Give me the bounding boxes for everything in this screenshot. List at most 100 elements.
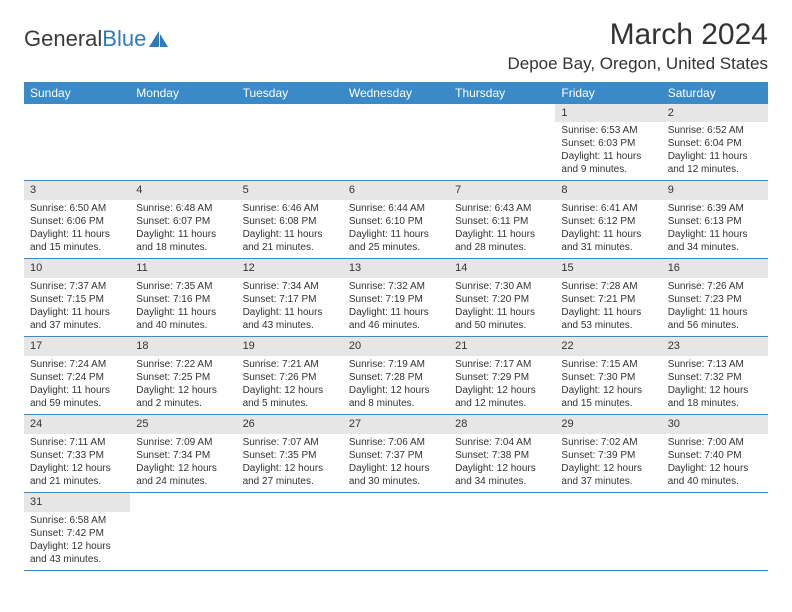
daylight-line2: and 18 minutes. <box>668 397 762 410</box>
sunset-text: Sunset: 7:29 PM <box>455 371 549 384</box>
calendar-day-cell: 23Sunrise: 7:13 AMSunset: 7:32 PMDayligh… <box>662 337 768 415</box>
sunrise-text: Sunrise: 7:17 AM <box>455 358 549 371</box>
day-number: 31 <box>24 493 130 511</box>
day-body <box>343 108 449 114</box>
daylight-line2: and 12 minutes. <box>455 397 549 410</box>
day-body: Sunrise: 7:13 AMSunset: 7:32 PMDaylight:… <box>662 356 768 414</box>
calendar-day-cell: 3Sunrise: 6:50 AMSunset: 6:06 PMDaylight… <box>24 181 130 259</box>
sunset-text: Sunset: 7:23 PM <box>668 293 762 306</box>
daylight-line1: Daylight: 11 hours <box>136 306 230 319</box>
location: Depoe Bay, Oregon, United States <box>507 54 768 74</box>
sunrise-text: Sunrise: 7:32 AM <box>349 280 443 293</box>
day-body: Sunrise: 6:50 AMSunset: 6:06 PMDaylight:… <box>24 200 130 258</box>
day-number: 24 <box>24 415 130 433</box>
day-number: 30 <box>662 415 768 433</box>
daylight-line1: Daylight: 12 hours <box>561 462 655 475</box>
daylight-line2: and 34 minutes. <box>668 241 762 254</box>
day-body: Sunrise: 7:32 AMSunset: 7:19 PMDaylight:… <box>343 278 449 336</box>
header: GeneralBlue March 2024 Depoe Bay, Oregon… <box>24 18 768 74</box>
calendar-day-cell <box>237 104 343 181</box>
sunset-text: Sunset: 7:21 PM <box>561 293 655 306</box>
sunset-text: Sunset: 6:06 PM <box>30 215 124 228</box>
calendar-day-cell: 24Sunrise: 7:11 AMSunset: 7:33 PMDayligh… <box>24 415 130 493</box>
sunrise-text: Sunrise: 6:43 AM <box>455 202 549 215</box>
sunset-text: Sunset: 6:08 PM <box>243 215 337 228</box>
daylight-line2: and 43 minutes. <box>243 319 337 332</box>
sunrise-text: Sunrise: 7:00 AM <box>668 436 762 449</box>
daylight-line2: and 5 minutes. <box>243 397 337 410</box>
day-number: 11 <box>130 259 236 277</box>
day-number: 16 <box>662 259 768 277</box>
daylight-line1: Daylight: 11 hours <box>668 150 762 163</box>
day-number: 15 <box>555 259 661 277</box>
day-body <box>343 497 449 503</box>
calendar-week-row: 1Sunrise: 6:53 AMSunset: 6:03 PMDaylight… <box>24 104 768 181</box>
day-body: Sunrise: 7:07 AMSunset: 7:35 PMDaylight:… <box>237 434 343 492</box>
calendar-day-cell: 9Sunrise: 6:39 AMSunset: 6:13 PMDaylight… <box>662 181 768 259</box>
sunset-text: Sunset: 7:24 PM <box>30 371 124 384</box>
daylight-line1: Daylight: 12 hours <box>136 462 230 475</box>
calendar-day-cell: 6Sunrise: 6:44 AMSunset: 6:10 PMDaylight… <box>343 181 449 259</box>
logo-sail-icon <box>148 30 170 48</box>
sunrise-text: Sunrise: 7:22 AM <box>136 358 230 371</box>
day-body: Sunrise: 7:09 AMSunset: 7:34 PMDaylight:… <box>130 434 236 492</box>
calendar-day-cell: 18Sunrise: 7:22 AMSunset: 7:25 PMDayligh… <box>130 337 236 415</box>
daylight-line2: and 21 minutes. <box>30 475 124 488</box>
daylight-line2: and 15 minutes. <box>561 397 655 410</box>
sunset-text: Sunset: 7:34 PM <box>136 449 230 462</box>
sunset-text: Sunset: 7:37 PM <box>349 449 443 462</box>
day-body: Sunrise: 6:39 AMSunset: 6:13 PMDaylight:… <box>662 200 768 258</box>
calendar-day-cell: 12Sunrise: 7:34 AMSunset: 7:17 PMDayligh… <box>237 259 343 337</box>
calendar-day-cell: 28Sunrise: 7:04 AMSunset: 7:38 PMDayligh… <box>449 415 555 493</box>
calendar-day-cell: 14Sunrise: 7:30 AMSunset: 7:20 PMDayligh… <box>449 259 555 337</box>
daylight-line1: Daylight: 11 hours <box>30 228 124 241</box>
calendar-week-row: 3Sunrise: 6:50 AMSunset: 6:06 PMDaylight… <box>24 181 768 259</box>
day-body: Sunrise: 7:21 AMSunset: 7:26 PMDaylight:… <box>237 356 343 414</box>
calendar-day-cell: 19Sunrise: 7:21 AMSunset: 7:26 PMDayligh… <box>237 337 343 415</box>
day-body: Sunrise: 7:11 AMSunset: 7:33 PMDaylight:… <box>24 434 130 492</box>
day-body: Sunrise: 6:53 AMSunset: 6:03 PMDaylight:… <box>555 122 661 180</box>
sunrise-text: Sunrise: 7:15 AM <box>561 358 655 371</box>
day-body: Sunrise: 6:48 AMSunset: 6:07 PMDaylight:… <box>130 200 236 258</box>
sunrise-text: Sunrise: 7:06 AM <box>349 436 443 449</box>
weekday-header: Thursday <box>449 82 555 104</box>
sunset-text: Sunset: 7:15 PM <box>30 293 124 306</box>
calendar-day-cell <box>662 493 768 571</box>
day-number: 13 <box>343 259 449 277</box>
day-body: Sunrise: 6:46 AMSunset: 6:08 PMDaylight:… <box>237 200 343 258</box>
day-body: Sunrise: 6:41 AMSunset: 6:12 PMDaylight:… <box>555 200 661 258</box>
logo-text-2: Blue <box>102 26 146 52</box>
day-number: 14 <box>449 259 555 277</box>
daylight-line1: Daylight: 11 hours <box>243 228 337 241</box>
sunrise-text: Sunrise: 7:19 AM <box>349 358 443 371</box>
day-number: 26 <box>237 415 343 433</box>
logo: GeneralBlue <box>24 26 170 52</box>
day-number: 5 <box>237 181 343 199</box>
calendar-day-cell <box>130 493 236 571</box>
day-body: Sunrise: 7:34 AMSunset: 7:17 PMDaylight:… <box>237 278 343 336</box>
sunset-text: Sunset: 6:12 PM <box>561 215 655 228</box>
daylight-line2: and 40 minutes. <box>668 475 762 488</box>
daylight-line1: Daylight: 12 hours <box>561 384 655 397</box>
daylight-line2: and 21 minutes. <box>243 241 337 254</box>
daylight-line1: Daylight: 11 hours <box>561 228 655 241</box>
sunset-text: Sunset: 7:26 PM <box>243 371 337 384</box>
calendar-day-cell: 20Sunrise: 7:19 AMSunset: 7:28 PMDayligh… <box>343 337 449 415</box>
daylight-line1: Daylight: 11 hours <box>668 306 762 319</box>
day-number: 4 <box>130 181 236 199</box>
calendar-day-cell: 30Sunrise: 7:00 AMSunset: 7:40 PMDayligh… <box>662 415 768 493</box>
sunrise-text: Sunrise: 7:35 AM <box>136 280 230 293</box>
daylight-line2: and 24 minutes. <box>136 475 230 488</box>
day-number: 20 <box>343 337 449 355</box>
day-number: 10 <box>24 259 130 277</box>
calendar-day-cell: 26Sunrise: 7:07 AMSunset: 7:35 PMDayligh… <box>237 415 343 493</box>
weekday-header: Wednesday <box>343 82 449 104</box>
day-body: Sunrise: 7:37 AMSunset: 7:15 PMDaylight:… <box>24 278 130 336</box>
title-block: March 2024 Depoe Bay, Oregon, United Sta… <box>507 18 768 74</box>
daylight-line1: Daylight: 12 hours <box>455 384 549 397</box>
day-body: Sunrise: 7:26 AMSunset: 7:23 PMDaylight:… <box>662 278 768 336</box>
sunset-text: Sunset: 6:04 PM <box>668 137 762 150</box>
calendar-day-cell <box>343 493 449 571</box>
sunrise-text: Sunrise: 6:39 AM <box>668 202 762 215</box>
daylight-line1: Daylight: 12 hours <box>455 462 549 475</box>
